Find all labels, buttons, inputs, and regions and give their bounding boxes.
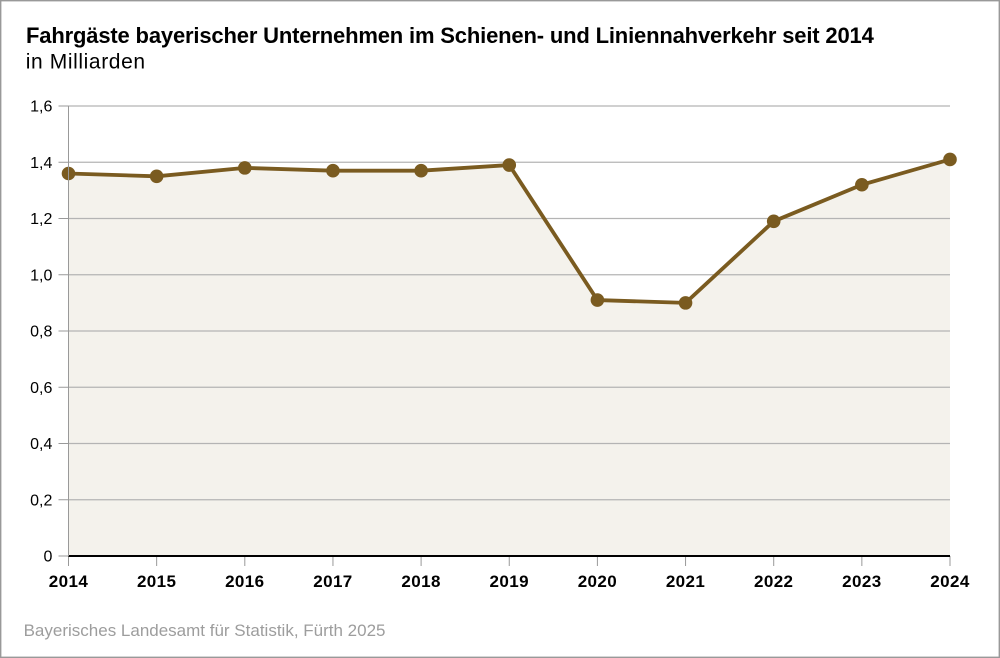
svg-text:2014: 2014 xyxy=(49,572,89,591)
svg-text:0: 0 xyxy=(43,549,52,566)
svg-text:0,4: 0,4 xyxy=(30,436,52,453)
svg-text:2023: 2023 xyxy=(842,572,881,591)
svg-text:2017: 2017 xyxy=(313,572,352,591)
svg-text:1,0: 1,0 xyxy=(30,267,52,284)
svg-text:1,2: 1,2 xyxy=(30,211,52,228)
svg-text:Bayerisches Landesamt für Stat: Bayerisches Landesamt für Statistik, Für… xyxy=(24,621,386,640)
svg-text:2016: 2016 xyxy=(225,572,264,591)
svg-text:0,2: 0,2 xyxy=(30,492,52,509)
svg-text:2021: 2021 xyxy=(666,572,705,591)
svg-text:2015: 2015 xyxy=(137,572,176,591)
svg-text:2024: 2024 xyxy=(930,572,970,591)
svg-text:Fahrgäste bayerischer Unterneh: Fahrgäste bayerischer Unternehmen im Sch… xyxy=(26,23,875,48)
svg-text:2018: 2018 xyxy=(401,572,440,591)
svg-text:2019: 2019 xyxy=(490,572,529,591)
svg-text:2020: 2020 xyxy=(578,572,617,591)
svg-text:0,8: 0,8 xyxy=(30,324,52,341)
svg-text:2022: 2022 xyxy=(754,572,793,591)
svg-text:in Milliarden: in Milliarden xyxy=(26,51,146,74)
svg-text:1,4: 1,4 xyxy=(30,155,52,172)
svg-text:1,6: 1,6 xyxy=(30,99,52,116)
svg-text:0,6: 0,6 xyxy=(30,380,52,397)
